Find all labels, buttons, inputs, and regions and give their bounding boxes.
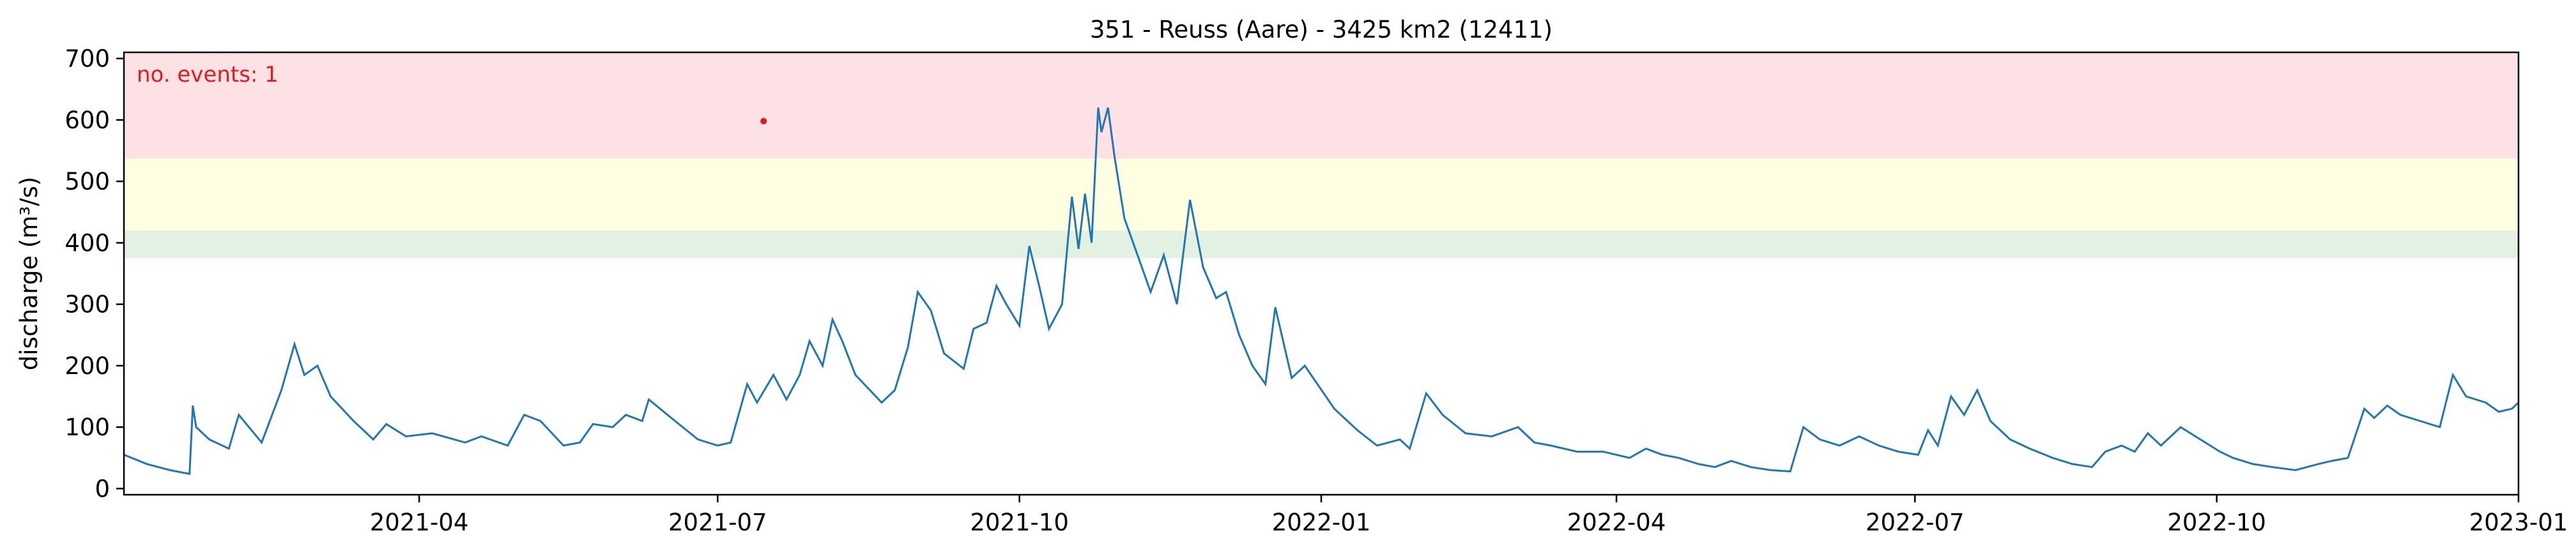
x-tick-label: 2022-07 [1866,509,1965,536]
plot-area [123,52,2520,476]
x-tick-label: 2022-04 [1567,509,1666,536]
discharge-series-line [123,107,2520,476]
y-tick-label: 500 [65,168,110,195]
threshold-bands [124,52,2518,259]
y-axis-label: discharge (m³/s) [15,177,43,371]
events-count-annotation: no. events: 1 [137,62,279,87]
y-tick-label: 0 [95,475,110,502]
threshold-band-3 [124,158,2518,231]
y-tick-label: 400 [65,229,110,257]
threshold-band-2 [124,52,2518,159]
x-axis: 2021-04 2021-07 2021-10 2022-01 2022-04 2022-… [370,495,2568,536]
chart-title: 351 - Reuss (Aare) - 3425 km2 (12411) [1090,16,1552,43]
x-tick-label: 2022-10 [2167,509,2266,536]
x-tick-label: 2021-07 [668,509,767,536]
event-marker [760,117,767,124]
threshold-band-1 [124,230,2518,259]
y-tick-label: 100 [65,414,110,441]
y-tick-label: 700 [65,45,110,73]
x-tick-label: 2021-10 [970,509,1069,536]
x-tick-label: 2021-04 [370,509,469,536]
y-tick-label: 300 [65,291,110,319]
event-markers [760,117,767,124]
x-tick-label: 2023-01 [2469,509,2568,536]
x-tick-label: 2022-01 [1272,509,1371,536]
y-tick-label: 200 [65,352,110,380]
y-axis: 0 100 200 300 400 500 600 700 [65,45,124,502]
y-tick-label: 600 [65,107,110,134]
